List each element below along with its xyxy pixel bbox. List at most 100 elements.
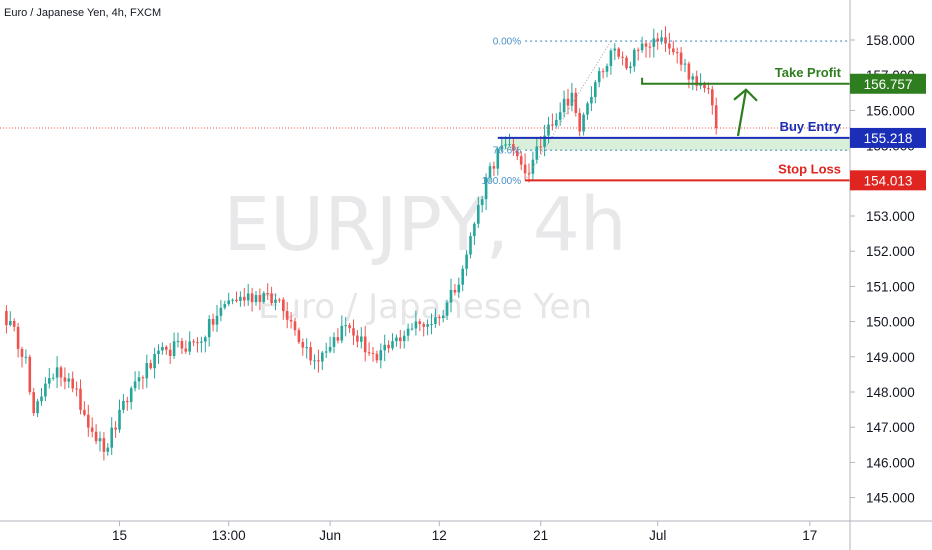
candle-body	[714, 105, 718, 128]
candle-body	[114, 427, 117, 430]
candle-body	[441, 315, 445, 319]
stop-loss-price-tag	[850, 170, 926, 191]
candle-body	[196, 342, 199, 344]
candle-body	[321, 352, 324, 362]
candle-body	[98, 438, 102, 442]
candle-body	[317, 360, 320, 362]
candle-body	[243, 296, 246, 301]
candle-body	[699, 84, 702, 86]
candle-body	[683, 63, 687, 65]
buy-entry-price-tag	[850, 127, 926, 148]
candle-body	[192, 341, 195, 343]
candle-body	[352, 328, 355, 336]
candle-body	[235, 299, 238, 302]
candle-body	[410, 328, 414, 330]
candle-body	[332, 337, 336, 347]
candle-body	[110, 427, 113, 448]
candle-body	[516, 150, 519, 157]
candle-body	[297, 330, 301, 343]
candle-body	[707, 88, 710, 90]
candle-body	[675, 52, 679, 54]
candle-body	[492, 166, 496, 169]
candle-body	[652, 38, 656, 47]
candle-body	[367, 352, 371, 354]
price-tick-label: 158.000	[866, 33, 915, 48]
candle-body	[94, 431, 98, 442]
candle-body	[383, 344, 386, 351]
candle-body	[309, 347, 312, 361]
candle-body	[500, 145, 503, 150]
candle-body	[293, 321, 297, 331]
candle-body	[523, 164, 527, 174]
price-tick-label: 151.000	[866, 279, 915, 294]
candle-body	[12, 321, 16, 327]
candle-body	[328, 346, 332, 352]
time-axis[interactable]: 15 13:00 Jun 12 21 Jul 17	[112, 521, 817, 543]
candle-body	[129, 388, 133, 403]
price-tick-label: 156.000	[866, 103, 915, 118]
candle-body	[379, 350, 383, 361]
candle-body	[137, 377, 141, 382]
candle-body	[633, 49, 636, 67]
candle-body	[664, 37, 667, 44]
fib-level-label: 100.00%	[482, 176, 522, 187]
candle-body	[254, 295, 258, 303]
watermark-name: Euro / Japanese Yen	[258, 287, 592, 327]
candle-body	[617, 48, 620, 57]
candle-body	[90, 427, 94, 432]
time-tick-label: Jun	[319, 528, 341, 543]
candle-body	[363, 336, 367, 353]
candle-body	[348, 325, 351, 329]
candle-body	[430, 323, 433, 325]
candle-body	[106, 447, 110, 452]
candle-body	[473, 223, 476, 237]
candle-body	[375, 353, 379, 361]
time-tick-label: 17	[802, 528, 817, 543]
time-tick-label: 21	[533, 528, 548, 543]
candle-body	[601, 71, 605, 73]
candle-body	[250, 293, 254, 303]
candle-body	[422, 323, 425, 327]
candle-body	[445, 302, 449, 316]
candle-body	[79, 388, 82, 410]
candle-body	[488, 166, 492, 178]
candle-body	[20, 348, 24, 357]
candle-body	[551, 124, 554, 126]
candle-body	[586, 103, 589, 115]
candle-body	[418, 321, 422, 324]
candle-body	[574, 92, 578, 113]
candle-body	[48, 378, 51, 384]
candle-body	[262, 293, 266, 302]
candle-body	[371, 353, 375, 355]
candle-body	[621, 56, 624, 58]
candle-body	[594, 82, 597, 98]
candle-body	[566, 98, 570, 106]
candle-body	[543, 135, 546, 147]
candle-body	[16, 326, 20, 349]
candle-body	[504, 144, 507, 146]
candle-body	[687, 63, 691, 80]
candle-body	[67, 378, 71, 382]
candle-body	[83, 409, 86, 415]
candle-body	[449, 289, 453, 303]
candle-body	[679, 52, 683, 65]
stop-loss-label: Stop Loss	[778, 161, 841, 176]
candle-body	[648, 46, 652, 48]
candle-body	[9, 321, 12, 326]
candle-body	[59, 367, 63, 378]
candle-body	[211, 319, 215, 325]
candle-body	[28, 356, 32, 393]
candle-body	[512, 144, 515, 151]
candle-body	[477, 205, 480, 224]
price-tick-label: 150.000	[866, 315, 915, 330]
candle-body	[282, 299, 285, 312]
projection-arrow	[736, 89, 748, 137]
candle-body	[63, 377, 67, 382]
candle-body	[578, 112, 581, 132]
candle-body	[118, 409, 121, 430]
candle-body	[122, 400, 125, 410]
candle-body	[527, 173, 531, 175]
candle-body	[172, 341, 176, 356]
